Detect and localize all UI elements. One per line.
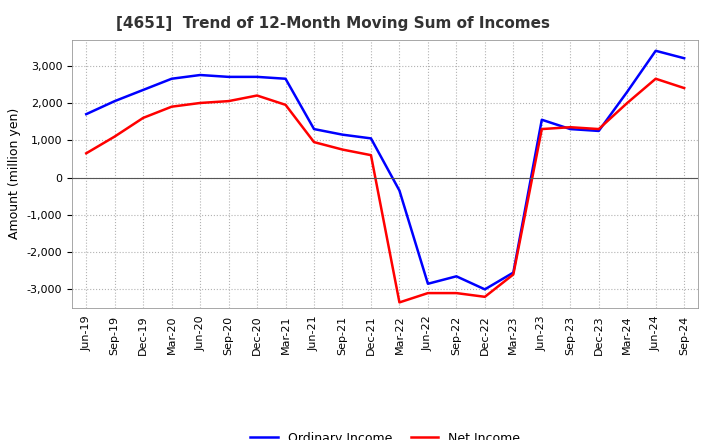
Ordinary Income	[167, 76, 176, 81]
Ordinary Income	[253, 74, 261, 80]
Net Income	[595, 126, 603, 132]
Ordinary Income	[338, 132, 347, 137]
Net Income	[680, 85, 688, 91]
Line: Ordinary Income: Ordinary Income	[86, 51, 684, 290]
Ordinary Income	[595, 128, 603, 134]
Ordinary Income	[196, 72, 204, 77]
Ordinary Income	[509, 270, 518, 275]
Net Income	[652, 76, 660, 81]
Net Income	[566, 125, 575, 130]
Ordinary Income	[423, 281, 432, 286]
Ordinary Income	[110, 99, 119, 104]
Net Income	[310, 139, 318, 145]
Ordinary Income	[537, 117, 546, 122]
Ordinary Income	[652, 48, 660, 53]
Ordinary Income	[680, 55, 688, 61]
Ordinary Income	[480, 287, 489, 292]
Ordinary Income	[282, 76, 290, 81]
Ordinary Income	[395, 188, 404, 193]
Ordinary Income	[366, 136, 375, 141]
Net Income	[253, 93, 261, 98]
Net Income	[509, 272, 518, 277]
Text: [4651]  Trend of 12-Month Moving Sum of Incomes: [4651] Trend of 12-Month Moving Sum of I…	[116, 16, 550, 32]
Net Income	[282, 102, 290, 107]
Ordinary Income	[623, 89, 631, 95]
Ordinary Income	[225, 74, 233, 80]
Net Income	[452, 290, 461, 296]
Ordinary Income	[139, 87, 148, 92]
Y-axis label: Amount (million yen): Amount (million yen)	[8, 108, 21, 239]
Net Income	[196, 100, 204, 106]
Net Income	[110, 134, 119, 139]
Net Income	[338, 147, 347, 152]
Net Income	[225, 99, 233, 104]
Ordinary Income	[452, 274, 461, 279]
Net Income	[82, 150, 91, 156]
Ordinary Income	[82, 111, 91, 117]
Net Income	[423, 290, 432, 296]
Net Income	[395, 300, 404, 305]
Line: Net Income: Net Income	[86, 79, 684, 302]
Net Income	[623, 100, 631, 106]
Ordinary Income	[566, 126, 575, 132]
Ordinary Income	[310, 126, 318, 132]
Net Income	[366, 153, 375, 158]
Net Income	[167, 104, 176, 109]
Net Income	[139, 115, 148, 121]
Net Income	[537, 126, 546, 132]
Legend: Ordinary Income, Net Income: Ordinary Income, Net Income	[245, 427, 526, 440]
Net Income	[480, 294, 489, 300]
